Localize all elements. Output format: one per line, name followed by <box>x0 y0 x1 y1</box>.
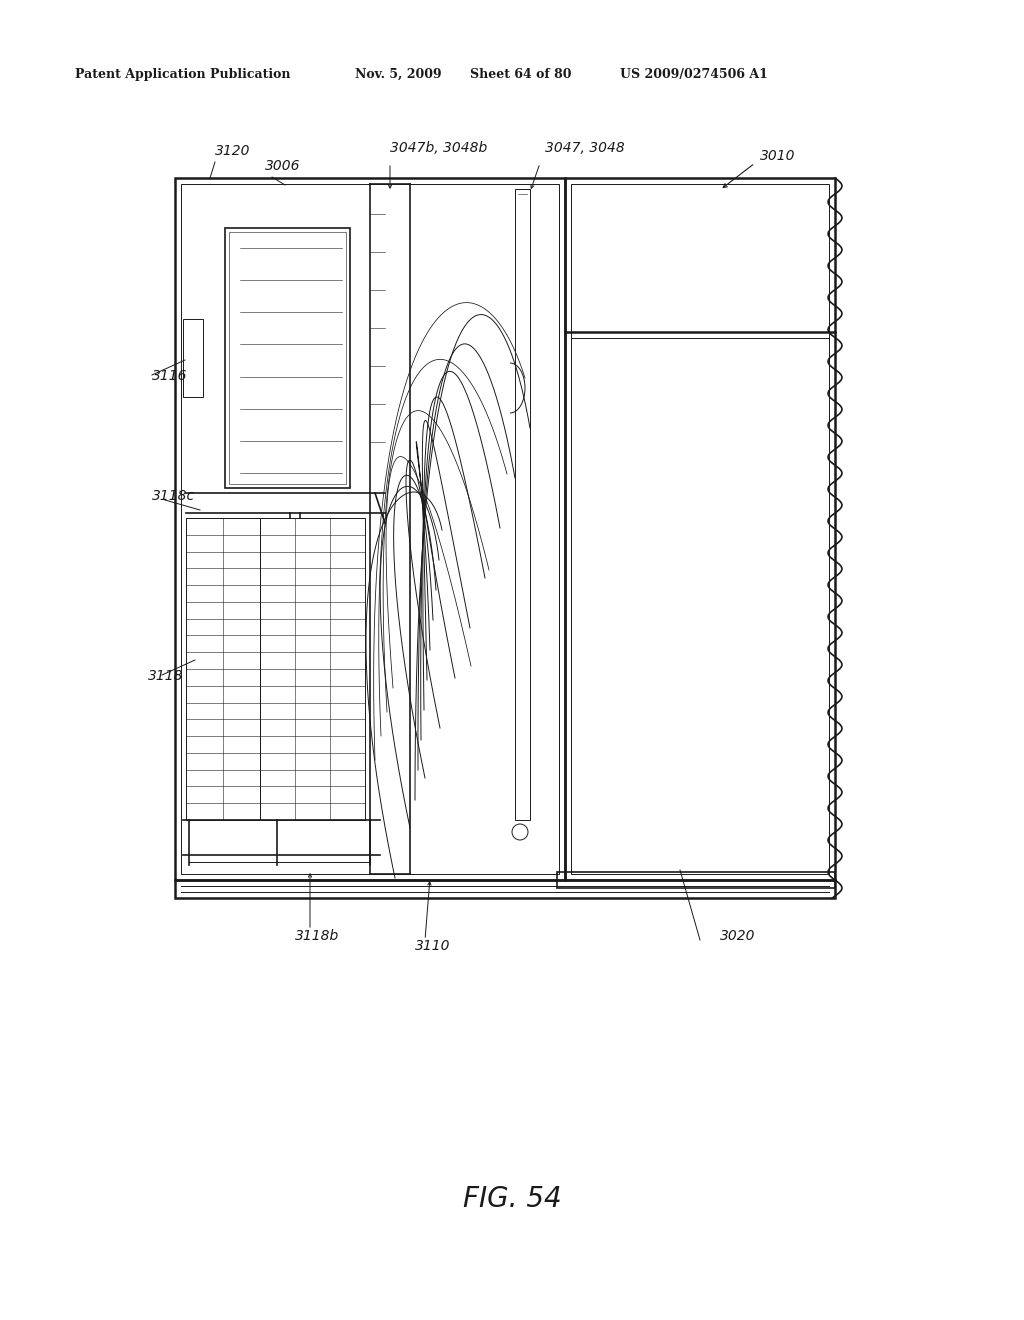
Text: 3116: 3116 <box>152 370 187 383</box>
Bar <box>571 183 829 874</box>
Bar <box>229 232 346 484</box>
Bar <box>186 517 260 820</box>
Bar <box>565 178 835 880</box>
Text: 3118: 3118 <box>148 669 183 682</box>
Bar <box>175 178 565 880</box>
Bar <box>515 189 530 820</box>
Text: US 2009/0274506 A1: US 2009/0274506 A1 <box>620 69 768 81</box>
Bar <box>181 183 559 874</box>
Text: 3010: 3010 <box>760 149 796 162</box>
Text: 3047b, 3048b: 3047b, 3048b <box>390 141 487 154</box>
Text: 3020: 3020 <box>720 929 756 942</box>
Bar <box>557 873 835 888</box>
Text: 3047, 3048: 3047, 3048 <box>545 141 625 154</box>
Bar <box>260 517 365 820</box>
Text: 3110: 3110 <box>415 939 451 953</box>
Text: 3006: 3006 <box>265 158 300 173</box>
Text: Nov. 5, 2009: Nov. 5, 2009 <box>355 69 441 81</box>
Bar <box>183 319 203 397</box>
Text: FIG. 54: FIG. 54 <box>463 1185 561 1213</box>
Bar <box>225 228 350 488</box>
Text: Sheet 64 of 80: Sheet 64 of 80 <box>470 69 571 81</box>
Text: 3118b: 3118b <box>295 929 339 942</box>
Text: 3120: 3120 <box>215 144 251 158</box>
Text: Patent Application Publication: Patent Application Publication <box>75 69 291 81</box>
Text: 3118c: 3118c <box>152 488 196 503</box>
Bar <box>175 880 835 898</box>
